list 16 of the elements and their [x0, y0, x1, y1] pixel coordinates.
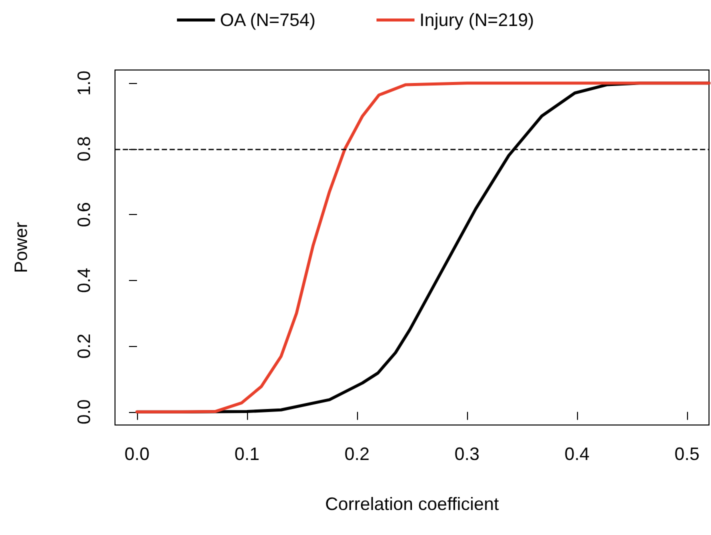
x-tick-label: 0.1 — [234, 444, 260, 464]
legend-label: Injury (N=219) — [419, 10, 534, 30]
y-axis-title: Power — [11, 222, 31, 274]
y-tick-label: 1.0 — [74, 70, 94, 96]
legend-label: OA (N=754) — [220, 10, 316, 30]
y-tick-label: 0.0 — [74, 399, 94, 424]
x-tick-label: 0.4 — [564, 444, 590, 464]
y-tick-label: 0.6 — [74, 202, 94, 228]
x-tick-label: 0.3 — [454, 444, 480, 464]
y-tick-label: 0.2 — [74, 334, 94, 359]
x-tick-label: 0.5 — [674, 444, 700, 464]
x-axis-title: Correlation coefficient — [325, 494, 499, 514]
y-tick-label: 0.8 — [74, 136, 94, 162]
x-tick-label: 0.0 — [124, 444, 150, 464]
y-tick-label: 0.4 — [74, 268, 94, 293]
x-tick-label: 0.2 — [344, 444, 370, 464]
